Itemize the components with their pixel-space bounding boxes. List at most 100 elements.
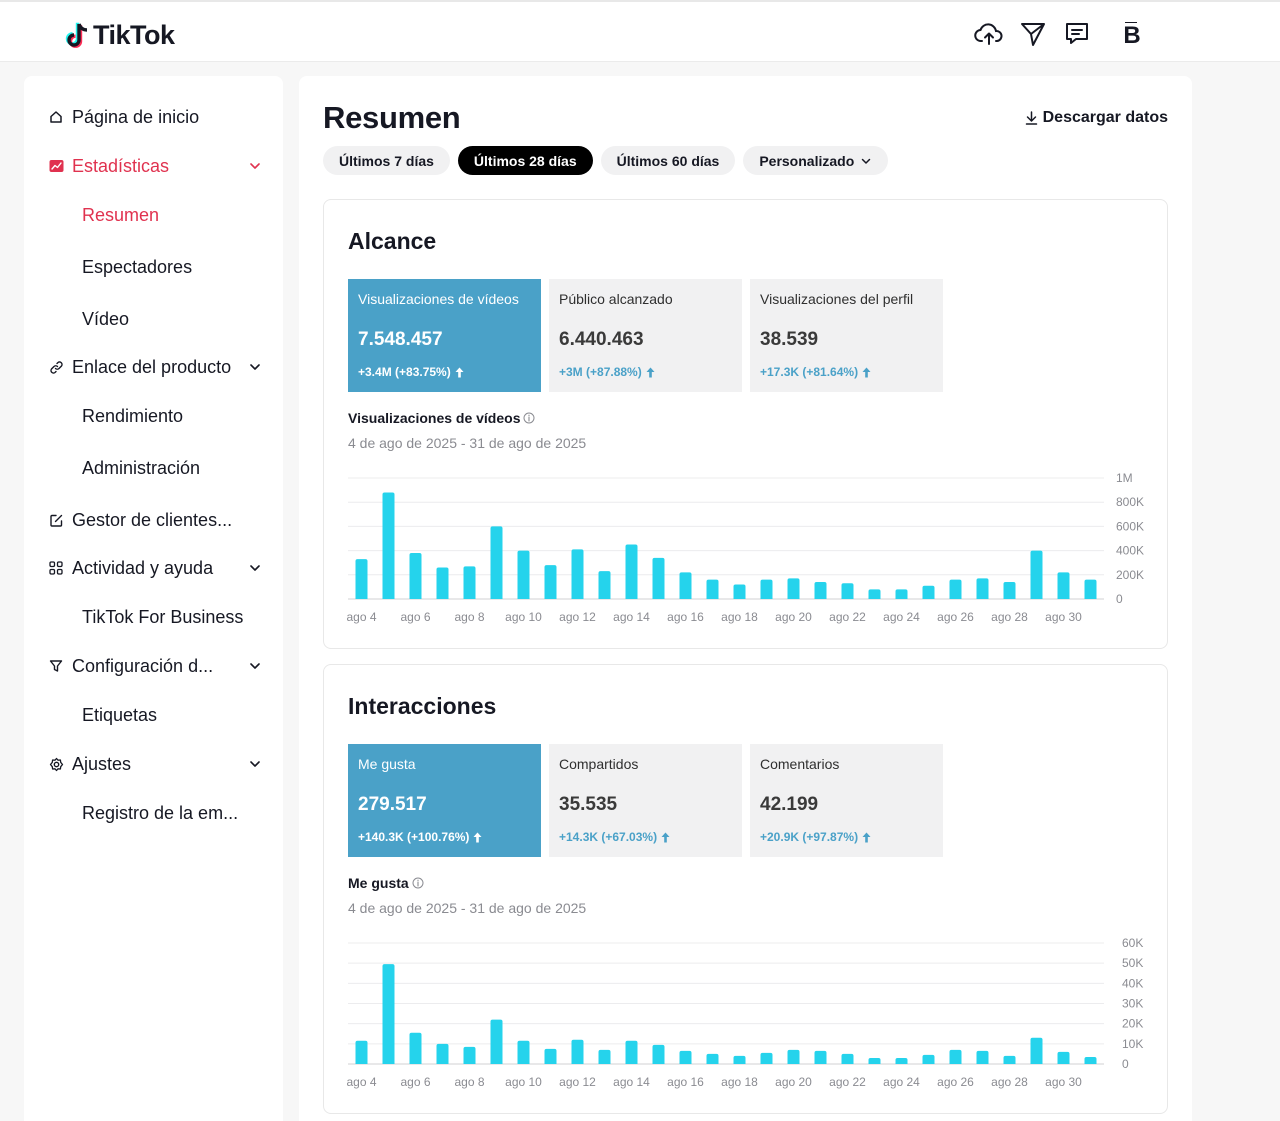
bar-ago-24[interactable] — [895, 1057, 908, 1064]
chevron-down-icon — [250, 364, 260, 370]
bar-ago-25[interactable] — [922, 585, 935, 599]
bar-ago-4[interactable] — [355, 559, 368, 599]
bar-ago-12[interactable] — [571, 1039, 584, 1064]
bar-ago-20[interactable] — [787, 1049, 800, 1064]
metric-audience-reached[interactable]: Público alcanzado 6.440.463 +3M (+87.88%… — [549, 279, 742, 392]
bar-ago-10[interactable] — [517, 550, 530, 599]
bar-ago-29[interactable] — [1030, 550, 1043, 599]
bar-ago-23[interactable] — [868, 1057, 881, 1064]
sidebar-item-home[interactable]: Página de inicio — [48, 102, 262, 132]
bar-ago-16[interactable] — [679, 572, 692, 599]
pill-last-60-days[interactable]: Últimos 60 días — [600, 146, 736, 175]
sidebar-subitem-video[interactable]: Vídeo — [82, 308, 130, 329]
bar-ago-30[interactable] — [1057, 1051, 1070, 1064]
metric-video-views[interactable]: Visualizaciones de vídeos 7.548.457 +3.4… — [348, 279, 541, 392]
bar-ago-5[interactable] — [382, 492, 395, 599]
bar-ago-30[interactable] — [1057, 572, 1070, 599]
video-views-chart[interactable]: 0 200K 400K 600K 800K 1M ago 4 ago 6 ago 8 ago 10… — [324, 462, 1169, 632]
info-icon[interactable] — [412, 877, 424, 889]
bar-ago-6[interactable] — [409, 1032, 422, 1064]
bar-ago-29[interactable] — [1030, 1037, 1043, 1064]
bar-ago-8[interactable] — [463, 1046, 476, 1064]
bar-ago-27[interactable] — [976, 578, 989, 599]
metric-likes[interactable]: Me gusta 279.517 +140.3K (+100.76%) — [348, 744, 541, 857]
sidebar-item-configuration[interactable]: Configuración d... — [48, 651, 262, 681]
likes-chart[interactable]: 0 10K 20K 30K 40K 50K 60K ago 4 ago 6 ago 8 ago 10… — [324, 927, 1169, 1097]
bar-ago-7[interactable] — [436, 1043, 449, 1064]
messages-button[interactable] — [1063, 20, 1091, 53]
pill-custom[interactable]: Personalizado — [743, 146, 889, 175]
sidebar-subitem-performance[interactable]: Rendimiento — [82, 405, 184, 426]
bar-ago-15[interactable] — [652, 1044, 665, 1064]
bar-ago-11[interactable] — [544, 1048, 557, 1064]
bar-ago-14[interactable] — [625, 544, 638, 599]
info-icon[interactable] — [523, 412, 535, 424]
tiktok-logo[interactable]: TikTok — [64, 20, 175, 51]
sidebar-subitem-administration[interactable]: Administración — [82, 457, 201, 478]
link-icon — [48, 359, 64, 375]
bar-ago-4[interactable] — [355, 1040, 368, 1064]
bar-ago-12[interactable] — [571, 549, 584, 599]
bar-ago-7[interactable] — [436, 567, 449, 599]
bar-ago-17[interactable] — [706, 579, 719, 599]
x-tick-label: ago 4 — [346, 610, 376, 624]
avatar[interactable]: B — [1118, 20, 1146, 50]
sidebar-item-product-link[interactable]: Enlace del producto — [48, 352, 262, 382]
bar-ago-17[interactable] — [706, 1053, 719, 1064]
x-tick-label: ago 16 — [667, 1075, 704, 1089]
bar-ago-13[interactable] — [598, 1049, 611, 1064]
sidebar-item-activity-help[interactable]: Actividad y ayuda — [48, 553, 262, 583]
bar-ago-19[interactable] — [760, 1052, 773, 1064]
bar-ago-5[interactable] — [382, 964, 395, 1064]
bar-ago-16[interactable] — [679, 1050, 692, 1064]
bar-ago-18[interactable] — [733, 1055, 746, 1064]
sidebar-item-client-manager[interactable]: Gestor de clientes... — [48, 505, 262, 535]
metric-shares[interactable]: Compartidos 35.535 +14.3K (+67.03%) — [549, 744, 742, 857]
metric-profile-views[interactable]: Visualizaciones del perfil 38.539 +17.3K… — [750, 279, 943, 392]
sidebar-subitem-tags[interactable]: Etiquetas — [82, 704, 158, 725]
bar-ago-19[interactable] — [760, 579, 773, 599]
bar-ago-28[interactable] — [1003, 582, 1016, 599]
bar-ago-20[interactable] — [787, 578, 800, 599]
bar-ago-26[interactable] — [949, 579, 962, 599]
bar-ago-9[interactable] — [490, 526, 503, 599]
bar-ago-31[interactable] — [1084, 1056, 1097, 1064]
sidebar-subitem-summary[interactable]: Resumen — [82, 204, 160, 225]
bar-ago-27[interactable] — [976, 1050, 989, 1064]
bar-ago-6[interactable] — [409, 553, 422, 599]
bar-ago-28[interactable] — [1003, 1055, 1016, 1064]
pill-last-28-days[interactable]: Últimos 28 días — [457, 146, 593, 175]
sidebar-subitem-company-registration[interactable]: Registro de la em... — [82, 802, 239, 823]
upload-button[interactable] — [974, 20, 1004, 53]
bar-ago-22[interactable] — [841, 1053, 854, 1064]
pill-last-7-days[interactable]: Últimos 7 días — [323, 146, 450, 175]
y-tick-label: 400K — [1116, 544, 1144, 558]
metric-value: 35.535 — [559, 794, 618, 815]
bar-ago-10[interactable] — [517, 1040, 530, 1064]
bar-ago-31[interactable] — [1084, 579, 1097, 599]
bar-ago-25[interactable] — [922, 1054, 935, 1064]
sidebar-subitem-tiktok-for-business[interactable]: TikTok For Business — [82, 606, 244, 627]
bar-ago-15[interactable] — [652, 557, 665, 599]
bar-ago-24[interactable] — [895, 589, 908, 599]
sidebar-item-analytics[interactable]: Estadísticas — [48, 151, 262, 181]
metric-comments[interactable]: Comentarios 42.199 +20.9K (+97.87%) — [750, 744, 943, 857]
bar-ago-13[interactable] — [598, 571, 611, 599]
sidebar-subitem-viewers[interactable]: Espectadores — [82, 256, 193, 277]
bar-ago-14[interactable] — [625, 1040, 638, 1064]
bar-ago-23[interactable] — [868, 589, 881, 599]
x-tick-label: ago 28 — [991, 610, 1028, 624]
send-button[interactable] — [1019, 20, 1047, 53]
arrow-up-icon — [455, 367, 464, 377]
bar-ago-21[interactable] — [814, 1050, 827, 1064]
bar-ago-18[interactable] — [733, 584, 746, 599]
bar-ago-11[interactable] — [544, 565, 557, 599]
bar-ago-9[interactable] — [490, 1019, 503, 1064]
bar-ago-26[interactable] — [949, 1049, 962, 1064]
download-data-button[interactable]: Descargar datos — [1025, 109, 1168, 127]
sidebar-item-settings[interactable]: Ajustes — [48, 749, 262, 779]
bar-ago-22[interactable] — [841, 583, 854, 599]
bar-ago-8[interactable] — [463, 566, 476, 599]
chevron-down-icon — [250, 663, 260, 669]
bar-ago-21[interactable] — [814, 582, 827, 599]
